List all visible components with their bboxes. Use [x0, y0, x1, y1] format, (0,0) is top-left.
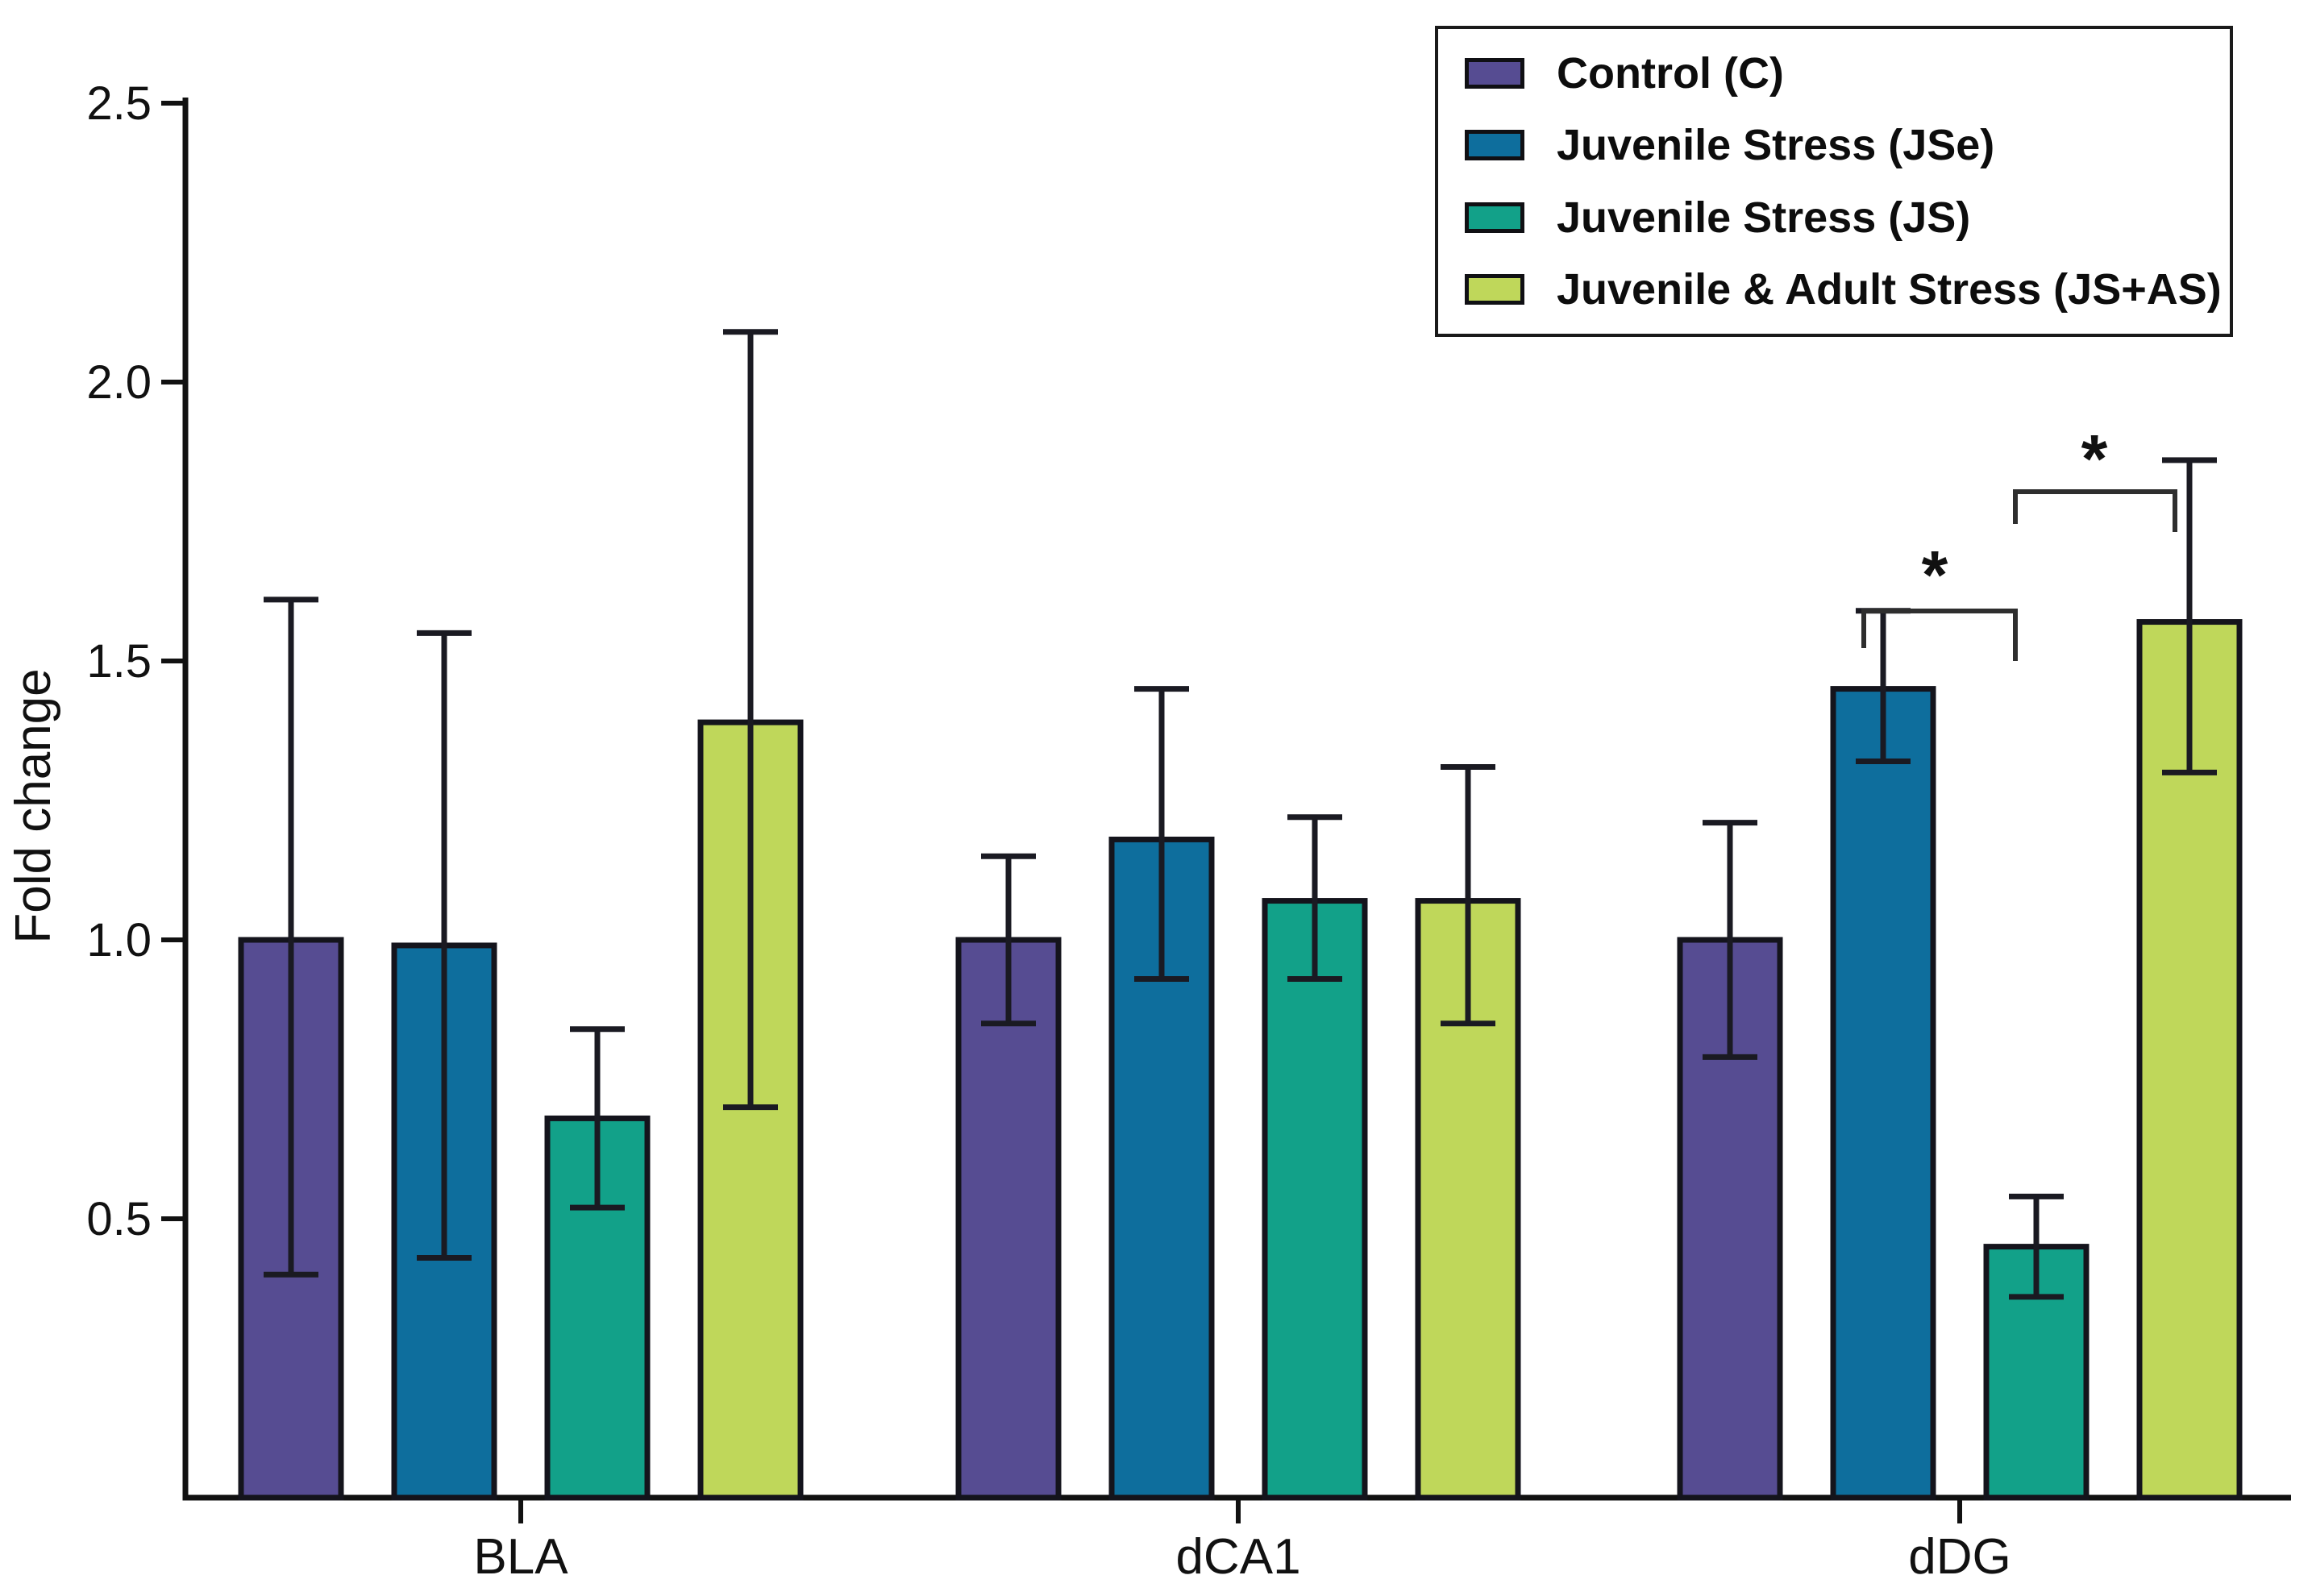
sig-bracket-1: [1861, 609, 2018, 661]
bar-dCA1-js: [1262, 898, 1368, 1501]
legend-item-jse: Juvenile Stress (JSe): [1465, 120, 2222, 170]
legend-item-js: Juvenile Stress (JS): [1465, 193, 2222, 243]
x-label-dCA1: dCA1: [1175, 1529, 1300, 1585]
bar-dDG-jse: [1830, 686, 1936, 1501]
y-ticklabel-1.0: 1.0: [86, 914, 152, 966]
legend-label-control: Control (C): [1557, 48, 1784, 98]
legend-label-js-as: Juvenile & Adult Stress (JS+AS): [1557, 265, 2222, 314]
legend-item-js-as: Juvenile & Adult Stress (JS+AS): [1465, 264, 2222, 314]
legend-swatch-js: [1465, 202, 1524, 233]
legend-swatch-jse: [1465, 130, 1524, 161]
x-label-BLA: BLA: [473, 1529, 568, 1585]
y-ticklabel-0.5: 0.5: [86, 1193, 152, 1245]
legend-label-js: Juvenile Stress (JS): [1557, 193, 1971, 242]
legend-swatch-control: [1465, 57, 1524, 89]
y-ticklabel-2.0: 2.0: [86, 356, 152, 409]
legend-item-control: Control (C): [1465, 48, 2222, 98]
y-ticklabel-1.5: 1.5: [86, 635, 152, 688]
bar-dCA1-control: [955, 937, 1062, 1501]
y-axis-title: Fold change: [6, 668, 61, 944]
sig-asterisk-1: *: [1922, 537, 1948, 613]
x-label-dDG: dDG: [1908, 1529, 2011, 1585]
legend: Control (C) Juvenile Stress (JSe) Juveni…: [1435, 26, 2233, 337]
axes: [182, 98, 2291, 1501]
legend-swatch-js-as: [1465, 274, 1524, 305]
sig-bracket-2: [2013, 489, 2177, 532]
y-ticklabel-2.5: 2.5: [86, 77, 152, 130]
legend-label-jse: Juvenile Stress (JSe): [1557, 121, 1995, 170]
sig-asterisk-2: *: [2081, 421, 2108, 497]
